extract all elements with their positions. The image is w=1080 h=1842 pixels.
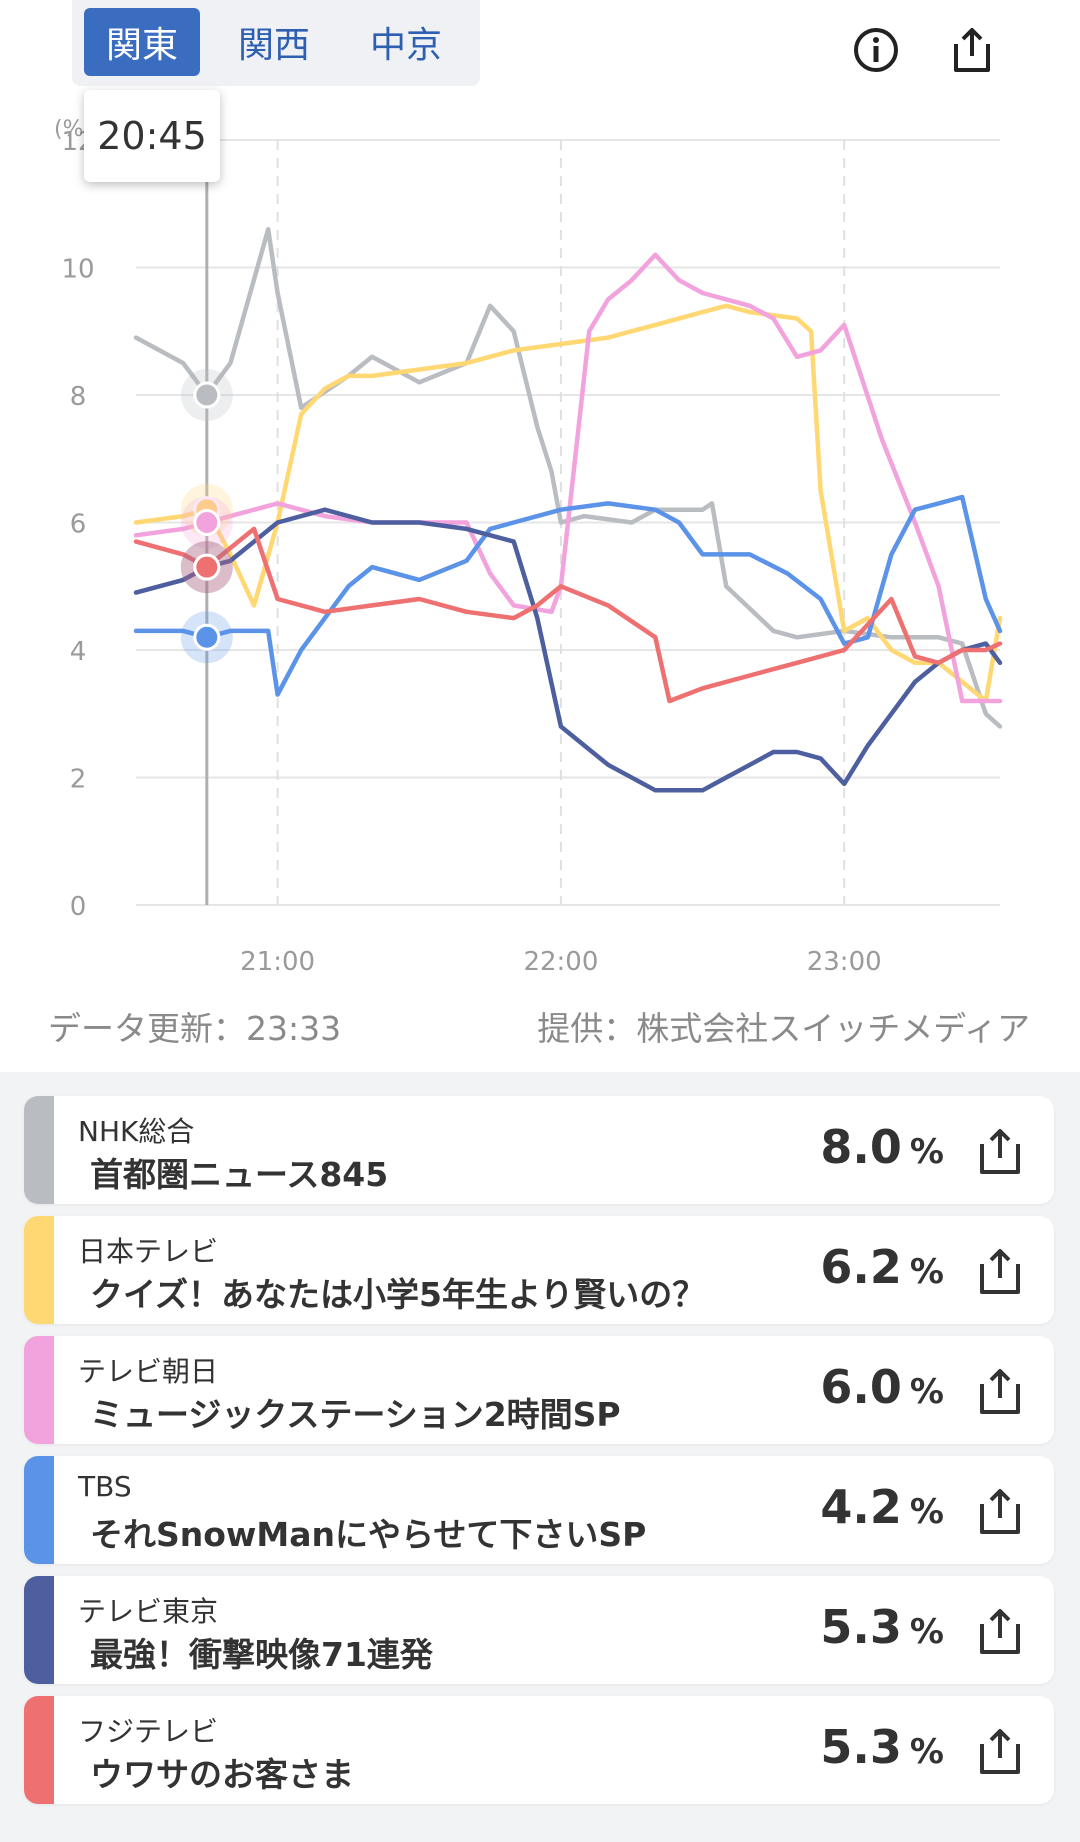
channel-color-bar — [24, 1696, 54, 1804]
channel-color-bar — [24, 1336, 54, 1444]
y-tick-label: 10 — [61, 255, 94, 285]
list-item[interactable]: 日本テレビ クイズ！あなたは小学5年生より賢いの？ 6.2% — [24, 1216, 1054, 1324]
tab-kanto[interactable]: 関東 — [84, 8, 200, 76]
share-icon[interactable] — [974, 1606, 1026, 1658]
y-tick-label: 6 — [70, 510, 87, 540]
list-item[interactable]: テレビ東京 最強！衝撃映像71連発 5.3% — [24, 1576, 1054, 1684]
series-line — [133, 507, 1003, 793]
y-tick-label: 4 — [70, 637, 87, 667]
info-icon — [854, 28, 898, 72]
channel-name: NHK総合 — [78, 1115, 195, 1148]
info-button[interactable] — [846, 20, 906, 80]
program-title: 首都圏ニュース845 — [90, 1155, 389, 1194]
region-tabs: 関東 関西 中京 — [72, 0, 480, 86]
cursor-marker — [193, 623, 221, 651]
y-tick-label: 2 — [70, 765, 87, 795]
cursor-marker — [193, 553, 221, 581]
series-line — [133, 494, 1003, 697]
share-icon — [954, 28, 990, 72]
program-title: それSnowManにやらせて下さいSP — [90, 1515, 647, 1554]
program-title: ミュージックステーション2時間SP — [90, 1395, 621, 1434]
series-line — [133, 227, 1003, 729]
channel-color-bar — [24, 1576, 54, 1684]
share-icon[interactable] — [974, 1246, 1026, 1298]
share-icon[interactable] — [974, 1126, 1026, 1178]
series-line — [133, 303, 1003, 704]
provider-text: 提供：株式会社スイッチメディア — [537, 1009, 1030, 1048]
tab-chukyo[interactable]: 中京 — [369, 25, 442, 66]
series-line — [133, 526, 1003, 704]
channel-name: フジテレビ — [78, 1715, 219, 1748]
share-icon[interactable] — [974, 1486, 1026, 1538]
x-tick-label: 22:00 — [523, 947, 598, 977]
x-tick-label: 21:00 — [240, 947, 315, 977]
program-title: クイズ！あなたは小学5年生より賢いの？ — [90, 1275, 706, 1314]
channel-name: TBS — [78, 1470, 132, 1503]
time-tooltip: 20:45 — [84, 90, 220, 182]
program-title: 最強！衝撃映像71連発 — [90, 1635, 433, 1674]
series-line — [133, 252, 1003, 704]
list-item[interactable]: テレビ朝日 ミュージックステーション2時間SP 6.0% — [24, 1336, 1054, 1444]
program-title: ウワサのお客さま — [90, 1755, 354, 1794]
share-button[interactable] — [942, 20, 1002, 80]
list-item[interactable]: フジテレビ ウワサのお客さま 5.3% — [24, 1696, 1054, 1804]
cursor-marker — [193, 509, 221, 536]
channel-name: 日本テレビ — [78, 1235, 219, 1268]
share-icon[interactable] — [974, 1366, 1026, 1418]
channel-color-bar — [24, 1216, 54, 1324]
rating-value: 4.2% — [820, 1480, 944, 1534]
share-icon[interactable] — [974, 1726, 1026, 1778]
y-tick-label: 8 — [70, 382, 87, 412]
cursor-marker — [193, 381, 221, 409]
channel-color-bar — [24, 1096, 54, 1204]
channel-name: テレビ朝日 — [78, 1355, 219, 1388]
list-item[interactable]: TBS それSnowManにやらせて下さいSP 4.2% — [24, 1456, 1054, 1564]
rating-value: 6.2% — [820, 1240, 944, 1294]
rating-value: 6.0% — [820, 1360, 944, 1414]
channel-name: テレビ東京 — [78, 1595, 219, 1628]
list-item[interactable]: NHK総合 首都圏ニュース845 8.0% — [24, 1096, 1054, 1204]
top-bar: 関東 関西 中京 — [0, 0, 1080, 100]
tab-kansai[interactable]: 関西 — [237, 25, 310, 66]
channel-list: NHK総合 首都圏ニュース845 8.0% 日本テレビ クイズ！あなたは小学5年… — [0, 1072, 1080, 1842]
rating-value: 8.0% — [820, 1120, 944, 1174]
y-tick-label: 0 — [70, 892, 87, 922]
rating-value: 5.3% — [820, 1720, 944, 1774]
rating-value: 5.3% — [820, 1600, 944, 1654]
channel-color-bar — [24, 1456, 54, 1564]
x-tick-label: 23:00 — [807, 947, 882, 977]
data-update-text: データ更新：23:33 — [48, 1009, 342, 1048]
